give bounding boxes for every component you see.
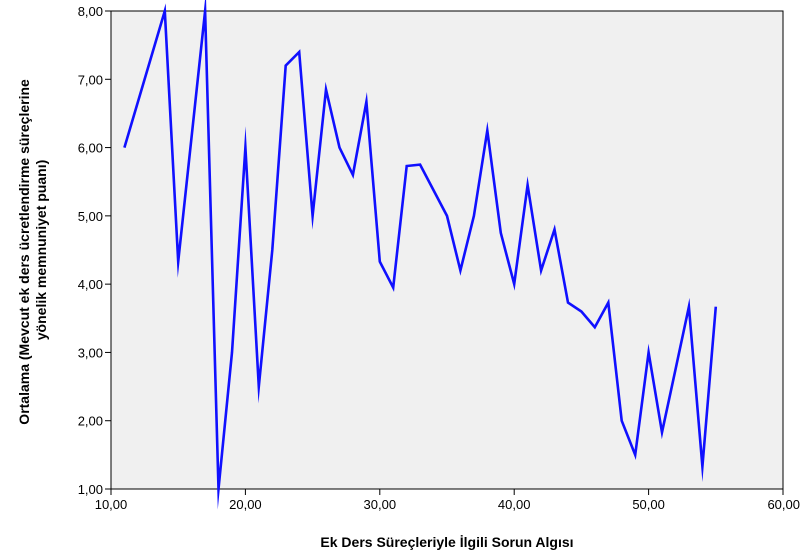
x-tick-label: 50,00 — [632, 497, 665, 512]
y-tick-label: 7,00 — [78, 72, 103, 87]
y-tick-label: 4,00 — [78, 277, 103, 292]
y-tick-label: 8,00 — [78, 4, 103, 19]
x-axis-title: Ek Ders Süreçleriyle İlgili Sorun Algısı — [320, 534, 573, 550]
y-tick-label: 2,00 — [78, 414, 103, 429]
y-axis: 1,00 2,00 3,00 4,00 5,00 6,00 7,00 8,00 — [78, 4, 111, 497]
y-tick-label: 3,00 — [78, 345, 103, 360]
x-tick-label: 40,00 — [498, 497, 531, 512]
x-tick-label: 30,00 — [364, 497, 397, 512]
y-tick-label: 1,00 — [78, 482, 103, 497]
x-axis: 10,00 20,00 30,00 40,00 50,00 60,00 — [95, 489, 800, 512]
plot-area — [110, 10, 784, 490]
y-axis-title: Ortalama (Mevcut ek ders ücretlendirme s… — [16, 75, 49, 424]
y-axis-title-line-2: yönelik memnuniyet puanı) — [33, 160, 49, 340]
x-tick-label: 10,00 — [95, 497, 128, 512]
y-axis-title-line-1: Ortalama (Mevcut ek ders ücretlendirme s… — [16, 79, 32, 425]
y-tick-label: 6,00 — [78, 141, 103, 156]
series-line — [123, 0, 718, 510]
x-tick-label: 20,00 — [229, 497, 262, 512]
y-tick-label: 5,00 — [78, 209, 103, 224]
x-tick-label: 60,00 — [767, 497, 800, 512]
